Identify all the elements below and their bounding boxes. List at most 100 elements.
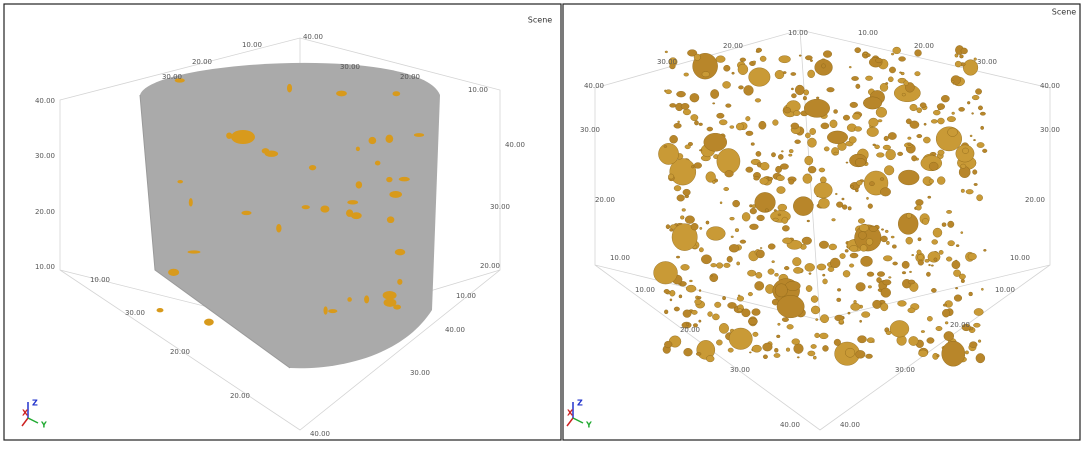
particle xyxy=(696,352,701,355)
inclusion xyxy=(397,279,402,285)
tick-label: 20.00 xyxy=(400,73,420,81)
particle xyxy=(668,174,674,179)
particle xyxy=(942,309,950,317)
particle xyxy=(699,320,702,322)
tick-label: 10.00 xyxy=(242,41,262,49)
particle xyxy=(955,61,961,67)
particle xyxy=(915,71,921,75)
particle xyxy=(856,180,862,185)
particle xyxy=(664,146,667,148)
particle xyxy=(792,257,801,265)
particle xyxy=(823,279,828,284)
tick-label: 20.00 xyxy=(723,42,743,50)
particle xyxy=(685,216,695,224)
particle xyxy=(664,289,669,293)
inclusion xyxy=(262,148,270,154)
particle xyxy=(783,71,786,73)
particle xyxy=(917,250,922,255)
particle xyxy=(819,333,828,339)
tick-label: 30.00 xyxy=(895,366,915,374)
tick-label: 30.00 xyxy=(977,58,997,66)
particle xyxy=(849,136,856,143)
particle xyxy=(974,183,978,185)
particle xyxy=(781,151,783,153)
particle xyxy=(805,56,812,60)
particle xyxy=(701,255,711,264)
particle xyxy=(803,174,812,184)
particle xyxy=(729,244,739,252)
particle xyxy=(970,135,972,137)
inclusion xyxy=(399,177,410,182)
particle xyxy=(654,261,678,284)
particle xyxy=(926,272,930,276)
particle xyxy=(716,56,725,63)
particle xyxy=(755,192,776,212)
particle xyxy=(694,121,698,126)
particle xyxy=(824,147,829,151)
tick-label: 20.00 xyxy=(950,321,970,329)
particle xyxy=(967,101,970,104)
particle xyxy=(698,296,702,299)
particle xyxy=(706,355,714,361)
particle xyxy=(827,87,835,92)
particle xyxy=(918,238,921,241)
particle xyxy=(793,267,802,273)
particle xyxy=(728,302,737,308)
particle xyxy=(865,76,872,81)
particle xyxy=(837,288,841,291)
particle xyxy=(866,197,868,199)
particle xyxy=(678,121,680,123)
particle xyxy=(902,261,909,268)
particle xyxy=(851,185,854,188)
particle xyxy=(920,103,926,108)
particle xyxy=(983,249,986,251)
particle xyxy=(942,223,946,227)
particle xyxy=(859,224,868,231)
inclusion xyxy=(383,291,397,300)
particle xyxy=(716,340,722,345)
particle xyxy=(782,318,789,322)
tick-label: 40.00 xyxy=(1040,82,1060,90)
particle xyxy=(784,266,789,270)
particle xyxy=(726,104,732,108)
particle xyxy=(677,195,685,202)
tick-label: 30.00 xyxy=(580,126,600,134)
particle xyxy=(886,149,896,159)
particle xyxy=(776,335,780,338)
particle xyxy=(892,245,896,249)
particle xyxy=(850,253,858,258)
particle xyxy=(793,111,800,116)
particle xyxy=(719,120,727,125)
particle xyxy=(814,182,832,198)
particle xyxy=(932,239,938,244)
particle xyxy=(868,286,872,289)
particle xyxy=(883,280,891,286)
tick-label: 30.00 xyxy=(35,152,55,160)
inclusion xyxy=(168,269,179,276)
tick-label: 20.00 xyxy=(914,42,934,50)
tick-label: 10.00 xyxy=(90,276,110,284)
particle xyxy=(880,188,890,197)
inclusion xyxy=(356,147,360,151)
particle xyxy=(811,344,817,348)
particle xyxy=(830,120,837,128)
particle xyxy=(737,262,740,265)
particle xyxy=(835,193,837,195)
particle xyxy=(729,328,752,349)
particle xyxy=(753,61,756,63)
particle xyxy=(948,128,958,137)
tick-label: 10.00 xyxy=(468,86,488,94)
tick-label: 10.00 xyxy=(35,263,55,271)
particle xyxy=(922,218,929,224)
particle xyxy=(760,247,762,248)
tick-label: 30.00 xyxy=(410,369,430,377)
tick-label: 20.00 xyxy=(170,348,190,356)
particle xyxy=(692,310,698,314)
particle xyxy=(928,264,930,266)
particle xyxy=(670,135,678,143)
particle xyxy=(804,99,830,117)
particle xyxy=(695,299,702,304)
particle xyxy=(965,351,969,354)
inclusion xyxy=(177,180,183,183)
particle xyxy=(773,120,779,126)
